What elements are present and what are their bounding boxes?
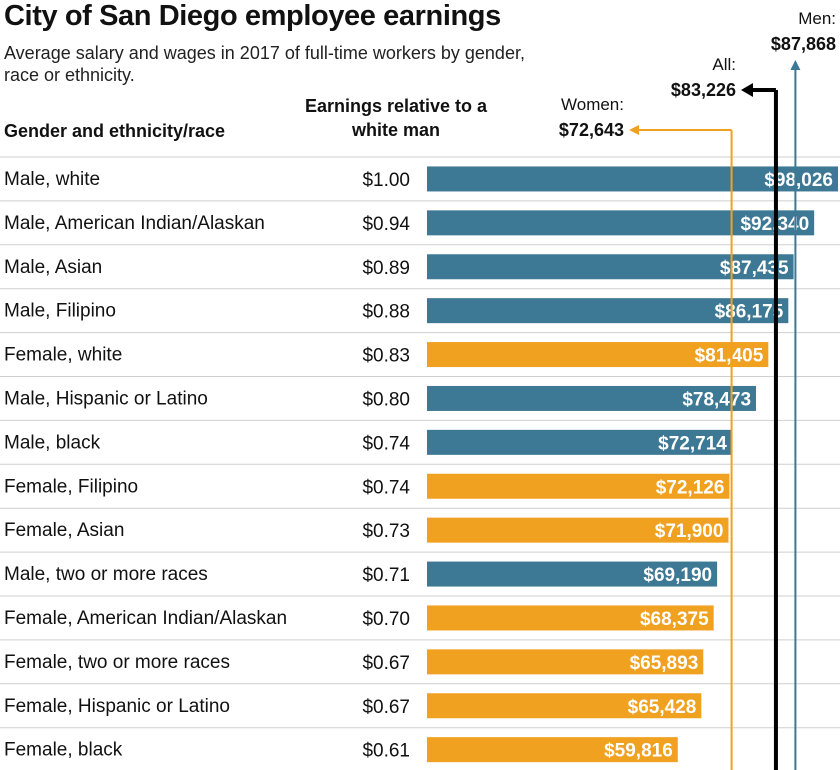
bar bbox=[427, 429, 732, 455]
bar-value-label: $86,175 bbox=[715, 302, 784, 323]
chart-subtitle: Average salary and wages in 2017 of full… bbox=[4, 43, 525, 85]
reference-label-all: All: bbox=[712, 55, 736, 74]
category-label: Male, white bbox=[4, 169, 100, 190]
ratio-label: $0.67 bbox=[362, 653, 410, 674]
ratio-label: $0.74 bbox=[362, 477, 410, 498]
category-label: Female, Filipino bbox=[4, 476, 138, 497]
bar bbox=[427, 649, 704, 675]
bar-value-label: $69,190 bbox=[643, 565, 712, 586]
bar bbox=[427, 210, 815, 236]
reference-value-men: $87,868 bbox=[771, 34, 836, 54]
ratio-label: $0.80 bbox=[362, 389, 410, 410]
reference-label-women: Women: bbox=[561, 95, 624, 114]
bar-value-label: $65,893 bbox=[630, 653, 699, 674]
ratio-label: $0.88 bbox=[362, 302, 410, 323]
bar bbox=[427, 166, 838, 192]
group-column-header: Gender and ethnicity/race bbox=[4, 121, 226, 141]
ratio-label: $0.71 bbox=[362, 565, 410, 586]
category-label: Male, Asian bbox=[4, 257, 102, 278]
ratio-label: $0.83 bbox=[362, 346, 410, 367]
bar-value-label: $81,405 bbox=[695, 346, 764, 367]
bar bbox=[427, 342, 769, 368]
ratio-column-header: Earnings relative to a white man bbox=[304, 96, 488, 140]
ratio-label: $0.73 bbox=[362, 521, 410, 542]
category-label: Female, black bbox=[4, 740, 123, 761]
bar-value-label: $72,126 bbox=[656, 477, 725, 498]
bar-value-label: $87,435 bbox=[720, 258, 789, 279]
bar-value-label: $68,375 bbox=[640, 609, 709, 630]
ratio-label: $0.89 bbox=[362, 258, 410, 279]
bar bbox=[427, 693, 702, 719]
bar bbox=[427, 298, 789, 324]
ratio-label: $1.00 bbox=[362, 170, 410, 191]
reference-value-all: $83,226 bbox=[671, 80, 736, 100]
bar-value-label: $59,816 bbox=[604, 741, 673, 762]
reference-label-men: Men: bbox=[798, 9, 836, 28]
bar-value-label: $71,900 bbox=[655, 521, 724, 542]
bar bbox=[427, 473, 730, 499]
ratio-label: $0.70 bbox=[362, 609, 410, 630]
arrowhead-all bbox=[741, 83, 753, 97]
reference-value-women: $72,643 bbox=[559, 120, 624, 140]
bar-value-label: $65,428 bbox=[628, 697, 697, 718]
category-label: Male, black bbox=[4, 432, 101, 453]
category-label: Male, American Indian/Alaskan bbox=[4, 213, 265, 234]
category-label: Male, two or more races bbox=[4, 564, 208, 585]
category-label: Male, Filipino bbox=[4, 301, 116, 322]
arrowhead-men bbox=[790, 60, 801, 70]
category-label: Female, Hispanic or Latino bbox=[4, 696, 230, 717]
bar-value-label: $78,473 bbox=[682, 389, 751, 410]
bar bbox=[427, 385, 757, 411]
ratio-label: $0.61 bbox=[362, 741, 410, 762]
category-label: Female, white bbox=[4, 345, 122, 366]
bar bbox=[427, 561, 718, 587]
ratio-label: $0.74 bbox=[362, 433, 410, 454]
ratio-label: $0.67 bbox=[362, 697, 410, 718]
category-label: Female, American Indian/Alaskan bbox=[4, 608, 287, 629]
category-label: Female, two or more races bbox=[4, 652, 230, 673]
bar bbox=[427, 517, 729, 543]
bar-value-label: $98,026 bbox=[764, 170, 833, 191]
bar-value-label: $72,714 bbox=[658, 433, 727, 454]
category-label: Male, Hispanic or Latino bbox=[4, 388, 208, 409]
chart-title: City of San Diego employee earnings bbox=[4, 0, 501, 32]
bar bbox=[427, 737, 678, 763]
arrowhead-women bbox=[629, 125, 639, 135]
bar bbox=[427, 605, 714, 631]
category-label: Female, Asian bbox=[4, 520, 124, 541]
ratio-label: $0.94 bbox=[362, 214, 410, 235]
